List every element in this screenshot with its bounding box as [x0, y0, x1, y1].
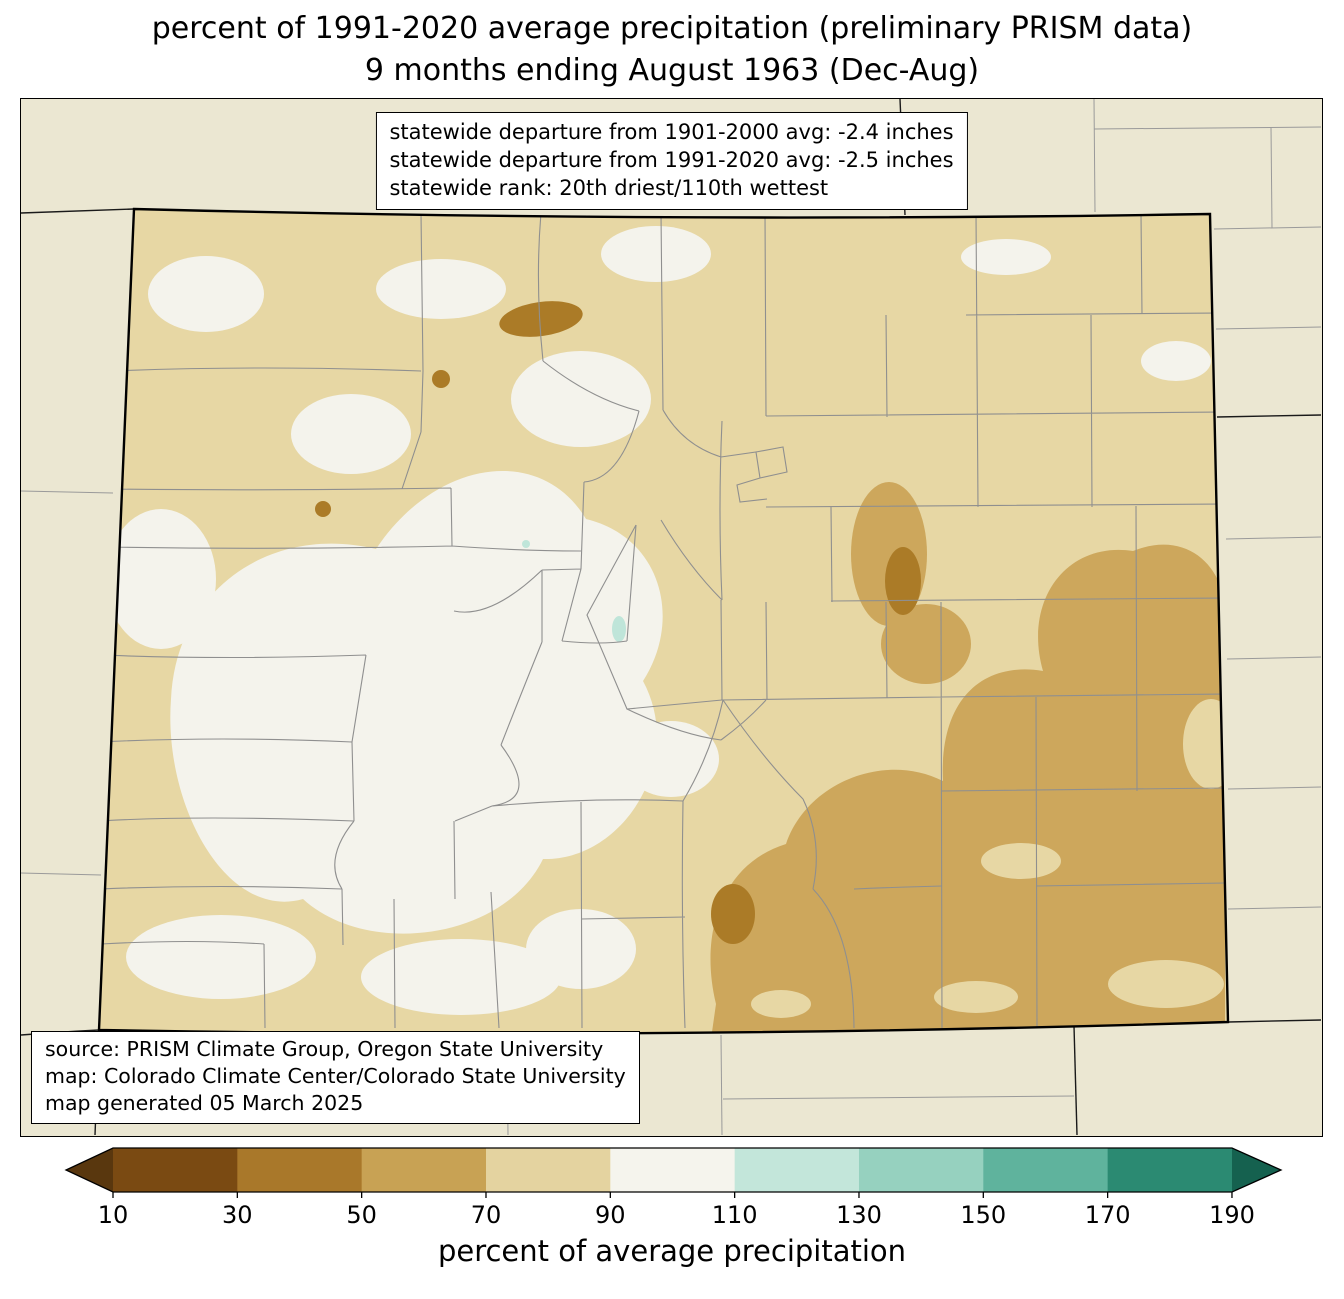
colorbar-segments	[113, 1148, 1233, 1192]
colorbar-tick-label-50: 50	[346, 1201, 377, 1229]
colorbar-tick-label-90: 90	[595, 1201, 626, 1229]
colorbar-tick-label-10: 10	[97, 1201, 129, 1229]
county-borders	[99, 212, 1226, 1029]
colorbar-tick-label-170: 170	[1084, 1201, 1131, 1229]
colorbar-tick-label-130: 130	[836, 1201, 882, 1229]
precip-90-110-areas	[106, 226, 1211, 1015]
precip-30-50-areas	[315, 301, 921, 944]
stat-departure-1901-2000: statewide departure from 1901-2000 avg: …	[389, 120, 954, 144]
colorbar-segment-90-110	[610, 1148, 736, 1192]
colorbar-tick-label-150: 150	[960, 1201, 1007, 1229]
precip-110-130-spots	[522, 540, 626, 642]
colorbar-tick-labels: 10 30 50 70 90 110 130 150 170 190	[0, 1201, 1344, 1231]
colorbar-ticks	[112, 1192, 1233, 1198]
stat-departure-1991-2020: statewide departure from 1991-2020 avg: …	[389, 148, 954, 172]
colorbar-segment-30-50	[237, 1148, 363, 1192]
statewide-stats-box: statewide departure from 1901-2000 avg: …	[375, 112, 968, 210]
colorbar-under-arrow	[66, 1148, 113, 1192]
colorbar-tick-label-190: 190	[1209, 1201, 1255, 1229]
title-line-1: percent of 1991-2020 average precipitati…	[151, 11, 1193, 46]
stat-statewide-rank: statewide rank: 20th driest/110th wettes…	[389, 176, 829, 200]
colorbar-tick-label-110: 110	[711, 1201, 758, 1229]
map-generated-line: map generated 05 March 2025	[45, 1091, 364, 1115]
colorbar-segment-10-30	[113, 1148, 238, 1192]
figure-title: percent of 1991-2020 average precipitati…	[0, 8, 1344, 92]
colorbar-axis-label: percent of average precipitation	[437, 1234, 907, 1268]
colorbar-segment-170-190	[1107, 1148, 1233, 1192]
source-box: source: PRISM Climate Group, Oregon Stat…	[31, 1031, 640, 1124]
map-axes: statewide departure from 1901-2000 avg: …	[20, 98, 1323, 1137]
colorbar-segment-50-70	[361, 1148, 487, 1192]
map-credit-line: map: Colorado Climate Center/Colorado St…	[45, 1064, 626, 1088]
colorbar-segment-150-170	[983, 1148, 1109, 1192]
title-line-2: 9 months ending August 1963 (Dec-Aug)	[364, 53, 980, 88]
source-line: source: PRISM Climate Group, Oregon Stat…	[45, 1037, 604, 1061]
colorbar-over-arrow	[1232, 1148, 1281, 1192]
colorbar-segment-130-150	[858, 1148, 984, 1192]
colorbar-tick-label-70: 70	[470, 1201, 502, 1229]
colorbar-segment-70-90	[485, 1148, 611, 1192]
colorbar	[64, 1147, 1283, 1198]
colorbar-tick-label-30: 30	[222, 1201, 253, 1229]
colorbar-segment-110-130	[734, 1148, 860, 1192]
colorado-precipitation-map	[21, 99, 1321, 1135]
